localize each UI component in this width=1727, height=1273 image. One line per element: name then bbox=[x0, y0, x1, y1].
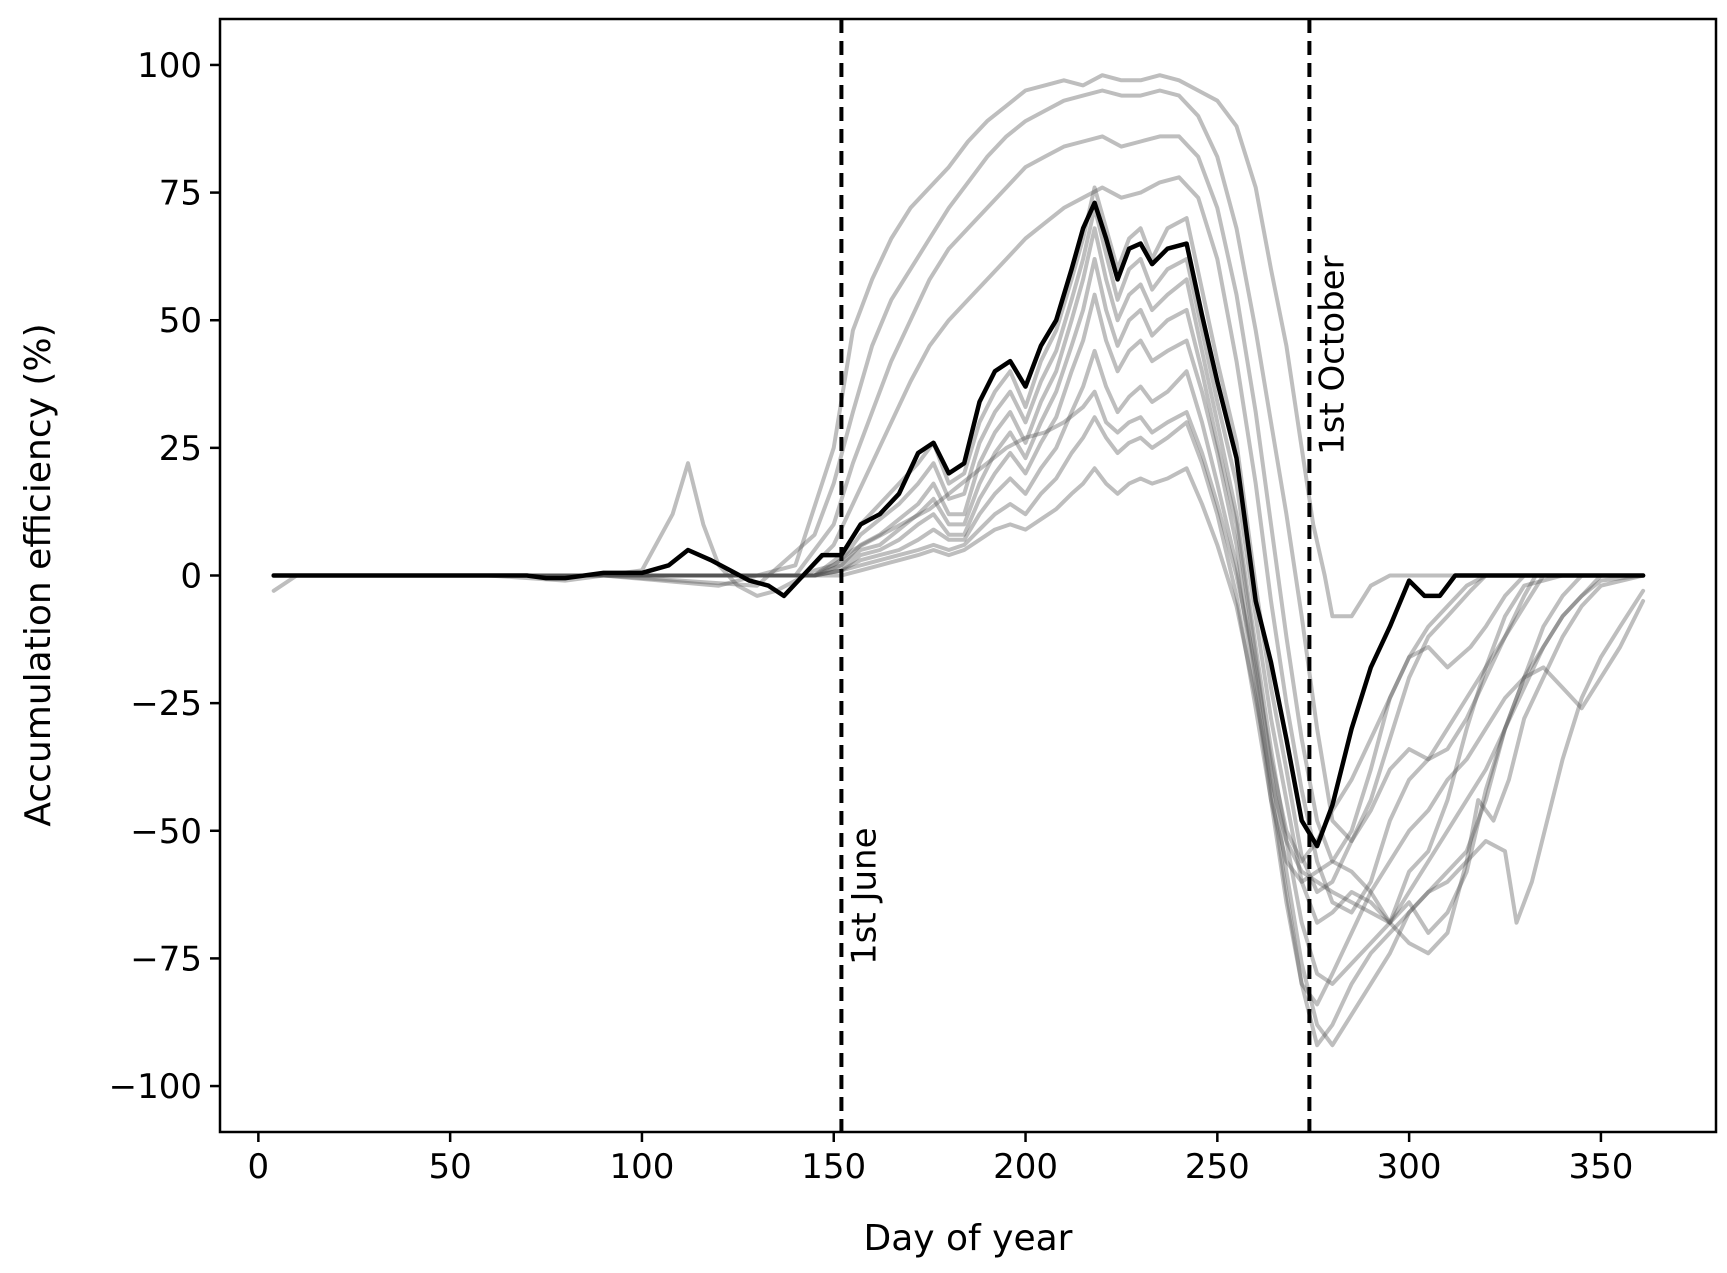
series-line-11 bbox=[271, 415, 1646, 956]
x-tick-label: 0 bbox=[248, 1147, 270, 1187]
series-line-13 bbox=[271, 389, 1646, 864]
y-tick-label: 25 bbox=[159, 429, 202, 469]
y-tick-label: 0 bbox=[180, 557, 202, 597]
x-axis-ticks: 0 50 100 150 200 250 300 350 bbox=[248, 1132, 1633, 1187]
x-tick-label: 50 bbox=[429, 1147, 472, 1187]
x-tick-label: 350 bbox=[1568, 1147, 1633, 1187]
series-line-6 bbox=[271, 205, 1646, 925]
series-line-9 bbox=[271, 292, 1646, 1048]
series-line-3 bbox=[271, 134, 1646, 864]
x-tick-label: 150 bbox=[801, 1147, 866, 1187]
series-line-10 bbox=[271, 348, 1646, 1007]
y-tick-label: −75 bbox=[130, 939, 202, 979]
y-tick-label: −25 bbox=[130, 684, 202, 724]
reference-line-label-1: 1st October bbox=[1312, 255, 1352, 455]
x-axis-label: Day of year bbox=[864, 1218, 1073, 1259]
series-line-1 bbox=[271, 73, 1646, 619]
y-tick-label: 50 bbox=[159, 301, 202, 341]
reference-line-label-0: 1st June bbox=[844, 827, 884, 965]
series-line-4 bbox=[271, 175, 1646, 915]
y-axis-ticks: 100 75 50 25 0 −25 −50 −75 −100 bbox=[109, 46, 220, 1107]
series-layer bbox=[271, 73, 1646, 1048]
series-line-2 bbox=[271, 88, 1646, 843]
x-tick-label: 300 bbox=[1377, 1147, 1442, 1187]
series-line-8 bbox=[271, 257, 1646, 1048]
y-tick-label: 100 bbox=[137, 46, 202, 86]
x-tick-label: 200 bbox=[993, 1147, 1058, 1187]
y-tick-label: −50 bbox=[130, 812, 202, 852]
reference-lines: 1st June 1st October bbox=[839, 19, 1352, 1132]
series-line-highlight bbox=[271, 200, 1646, 849]
series-line-12 bbox=[271, 466, 1646, 925]
series-line-7 bbox=[271, 226, 1646, 986]
y-tick-label: 75 bbox=[159, 174, 202, 214]
x-tick-label: 100 bbox=[609, 1147, 674, 1187]
y-tick-label: −100 bbox=[109, 1067, 202, 1107]
y-axis-label: Accumulation efficiency (%) bbox=[18, 323, 59, 826]
x-tick-label: 250 bbox=[1185, 1147, 1250, 1187]
